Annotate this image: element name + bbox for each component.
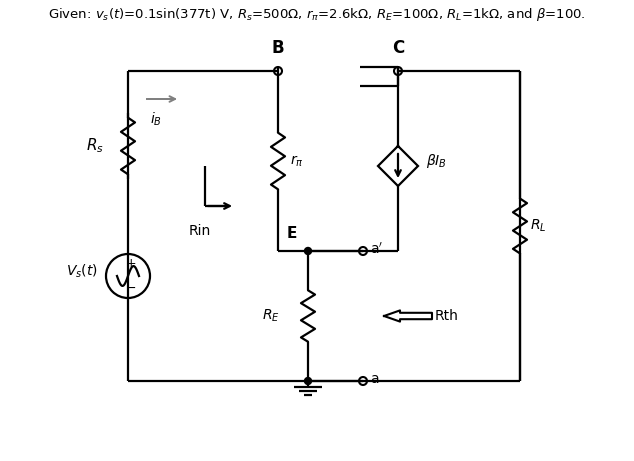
Text: $\beta I_B$: $\beta I_B$ xyxy=(426,152,447,170)
Text: a$'$: a$'$ xyxy=(370,242,383,257)
Text: −: − xyxy=(126,282,136,295)
Circle shape xyxy=(304,378,311,384)
Text: E: E xyxy=(287,226,297,241)
Text: a: a xyxy=(370,372,378,386)
Text: Given: $v_s(t)$=0.1sin(377t) V, $R_s$=500$\Omega$, $r_\pi$=2.6k$\Omega$, $R_E$=1: Given: $v_s(t)$=0.1sin(377t) V, $R_s$=50… xyxy=(48,6,586,23)
Text: $R_L$: $R_L$ xyxy=(530,218,547,234)
Text: B: B xyxy=(272,39,284,57)
Text: $R_E$: $R_E$ xyxy=(262,308,280,324)
Text: C: C xyxy=(392,39,404,57)
Text: $V_s(t)$: $V_s(t)$ xyxy=(66,262,98,280)
Text: $R_s$: $R_s$ xyxy=(86,136,104,155)
Text: $i_B$: $i_B$ xyxy=(150,111,162,129)
Text: Rth: Rth xyxy=(435,309,459,323)
Circle shape xyxy=(304,248,311,254)
Text: Rin: Rin xyxy=(189,224,211,238)
Text: $r_\pi$: $r_\pi$ xyxy=(290,154,304,169)
Text: +: + xyxy=(126,257,136,271)
